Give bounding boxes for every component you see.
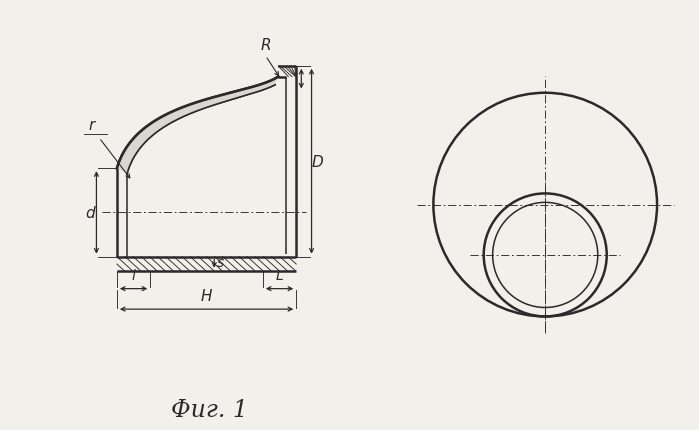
Text: r: r <box>88 118 94 133</box>
Text: H: H <box>201 288 212 303</box>
Text: l: l <box>131 269 136 283</box>
Text: R: R <box>260 38 271 52</box>
Text: s: s <box>217 256 224 270</box>
Text: Фиг. 1: Фиг. 1 <box>171 399 248 421</box>
Text: D: D <box>312 154 324 169</box>
Text: d: d <box>85 206 95 221</box>
Polygon shape <box>117 77 278 174</box>
Text: L: L <box>275 269 283 283</box>
